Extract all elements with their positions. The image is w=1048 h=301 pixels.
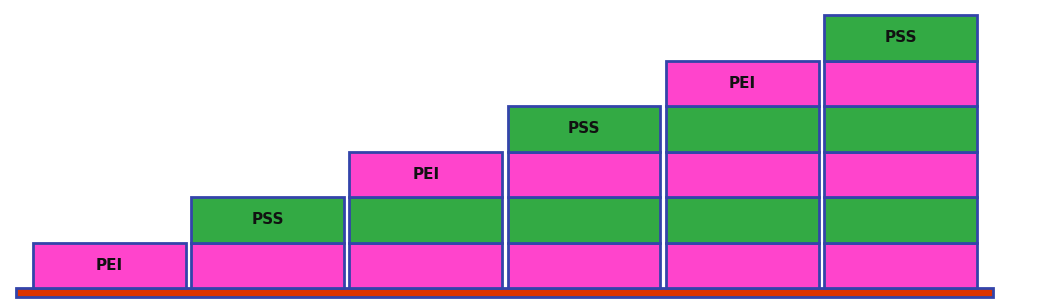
Text: PSS: PSS — [885, 30, 917, 45]
FancyBboxPatch shape — [349, 152, 502, 197]
FancyBboxPatch shape — [507, 243, 660, 288]
FancyBboxPatch shape — [665, 106, 818, 152]
Text: PEI: PEI — [412, 167, 439, 182]
FancyBboxPatch shape — [824, 243, 977, 288]
FancyBboxPatch shape — [665, 243, 818, 288]
FancyBboxPatch shape — [32, 243, 185, 288]
FancyBboxPatch shape — [349, 197, 502, 243]
FancyBboxPatch shape — [507, 106, 660, 152]
FancyBboxPatch shape — [191, 197, 344, 243]
FancyBboxPatch shape — [507, 197, 660, 243]
FancyBboxPatch shape — [665, 152, 818, 197]
FancyBboxPatch shape — [824, 152, 977, 197]
FancyBboxPatch shape — [507, 152, 660, 197]
FancyBboxPatch shape — [824, 61, 977, 106]
Text: PSS: PSS — [568, 121, 601, 136]
FancyBboxPatch shape — [824, 197, 977, 243]
Text: PEI: PEI — [728, 76, 756, 91]
FancyBboxPatch shape — [824, 15, 977, 61]
Text: PSS: PSS — [252, 213, 284, 227]
FancyBboxPatch shape — [17, 288, 994, 297]
FancyBboxPatch shape — [665, 61, 818, 106]
FancyBboxPatch shape — [665, 197, 818, 243]
FancyBboxPatch shape — [824, 106, 977, 152]
Text: PEI: PEI — [95, 258, 123, 273]
FancyBboxPatch shape — [191, 243, 344, 288]
FancyBboxPatch shape — [349, 243, 502, 288]
